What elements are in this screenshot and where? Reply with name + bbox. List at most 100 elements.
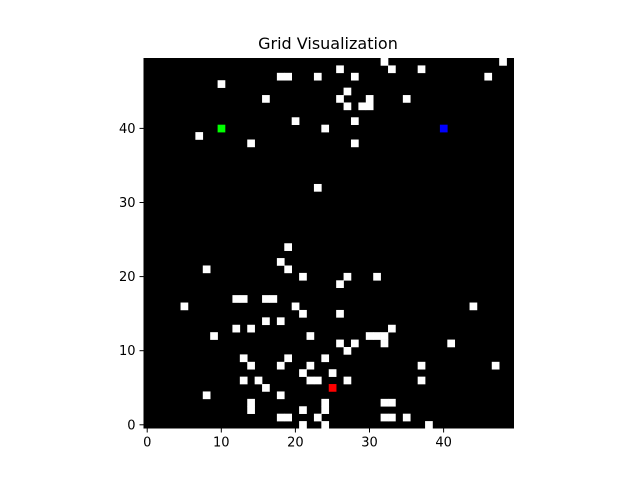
obstacle-cell — [343, 376, 352, 385]
obstacle-cell — [402, 95, 411, 103]
obstacle-cell — [365, 102, 374, 111]
chart-title: Grid Visualization — [258, 34, 398, 53]
obstacle-cell — [276, 317, 285, 326]
obstacle-cell — [328, 369, 337, 377]
y-tick-label: 20 — [119, 270, 136, 285]
grid-background — [143, 58, 514, 429]
obstacle-cell — [276, 258, 285, 266]
obstacle-cell — [343, 102, 352, 111]
obstacle-cell — [262, 95, 270, 103]
y-tick-label: 0 — [127, 418, 135, 433]
x-tick-label: 30 — [361, 436, 378, 451]
obstacle-cell — [491, 361, 500, 370]
obstacle-cell — [321, 421, 330, 429]
obstacle-cell — [417, 361, 426, 370]
obstacle-cell — [336, 280, 344, 289]
y-tick-label: 30 — [119, 196, 136, 211]
obstacle-cell — [195, 132, 204, 140]
obstacle-cell — [299, 272, 307, 281]
obstacle-cell — [210, 332, 218, 340]
obstacle-cell — [276, 72, 285, 81]
obstacle-cell — [321, 406, 330, 414]
obstacle-cell — [469, 302, 478, 311]
obstacle-cell — [247, 398, 255, 407]
obstacle-cell — [284, 243, 292, 251]
obstacle-cell — [388, 398, 396, 407]
obstacle-cell — [417, 376, 426, 385]
obstacle-cell — [388, 324, 396, 333]
obstacle-cell — [239, 295, 248, 303]
obstacle-cell — [313, 183, 322, 192]
obstacle-cell — [336, 339, 344, 348]
y-tick-label: 10 — [119, 344, 136, 359]
obstacle-cell — [313, 413, 322, 422]
plot-area — [143, 58, 514, 429]
goal-cell — [439, 124, 448, 133]
obstacle-cell — [336, 95, 344, 103]
obstacle-cell — [365, 332, 374, 340]
obstacle-cell — [180, 302, 189, 311]
obstacle-cell — [299, 406, 307, 414]
obstacle-cell — [350, 339, 359, 348]
obstacle-cell — [350, 139, 359, 148]
obstacle-cell — [417, 65, 426, 74]
obstacle-cell — [336, 309, 344, 318]
obstacle-cell — [402, 413, 411, 422]
obstacle-cell — [239, 376, 248, 385]
obstacle-cell — [232, 295, 241, 303]
obstacle-cell — [276, 413, 285, 422]
obstacle-cell — [447, 339, 456, 348]
obstacle-cell — [343, 87, 352, 96]
obstacle-cell — [321, 398, 330, 407]
obstacle-cell — [313, 72, 322, 81]
obstacle-cell — [239, 354, 248, 363]
obstacle-cell — [262, 295, 270, 303]
obstacle-cell — [306, 376, 315, 385]
axes: 0 10 20 30 40 0 10 20 30 40 — [119, 122, 452, 451]
obstacle-cell — [380, 332, 389, 340]
obstacle-cell — [380, 398, 389, 407]
obstacle-cell — [284, 354, 292, 363]
obstacle-cell — [313, 376, 322, 385]
obstacle-cell — [321, 124, 330, 133]
obstacle-cell — [247, 139, 255, 148]
obstacle-cell — [350, 117, 359, 125]
obstacle-cell — [306, 332, 315, 340]
obstacle-cell — [299, 421, 307, 429]
obstacle-cell — [247, 324, 255, 333]
obstacle-cell — [306, 361, 315, 370]
x-tick-label: 40 — [435, 436, 452, 451]
obstacle-cell — [269, 295, 278, 303]
obstacle-cell — [350, 72, 359, 81]
obstacle-cell — [388, 413, 396, 422]
obstacle-cell — [343, 346, 352, 355]
obstacle-cell — [262, 317, 270, 326]
obstacle-cell — [388, 65, 396, 74]
start-cell — [217, 124, 226, 133]
obstacle-cell — [425, 421, 433, 429]
obstacle-cell — [321, 354, 330, 363]
x-tick-label: 0 — [143, 436, 151, 451]
obstacle-cell — [247, 406, 255, 414]
obstacle-cell — [343, 272, 352, 281]
agent-cell — [328, 384, 337, 392]
obstacle-cell — [299, 309, 307, 318]
obstacle-cell — [365, 95, 374, 103]
obstacle-cell — [291, 302, 300, 311]
obstacle-cell — [284, 72, 292, 81]
obstacle-cell — [336, 65, 344, 74]
obstacle-cell — [232, 324, 241, 333]
obstacle-cell — [380, 339, 389, 348]
obstacle-cell — [262, 384, 270, 392]
obstacle-cell — [373, 272, 381, 281]
obstacle-cell — [358, 102, 367, 111]
obstacle-cell — [484, 72, 493, 81]
obstacle-cell — [276, 361, 285, 370]
obstacle-cell — [276, 391, 285, 400]
obstacle-cell — [291, 117, 300, 125]
obstacle-cell — [380, 413, 389, 422]
obstacle-cell — [254, 376, 263, 385]
obstacle-cell — [247, 361, 255, 370]
obstacle-cell — [284, 265, 292, 274]
